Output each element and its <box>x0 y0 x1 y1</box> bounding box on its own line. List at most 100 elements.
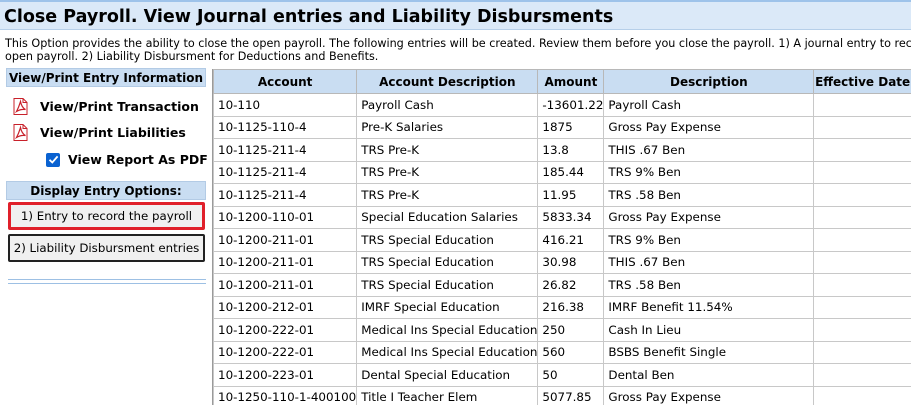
account-cell: 10-1125-211-4 <box>213 160 358 184</box>
table-row[interactable]: 10-1125-110-4 Pre-K Salaries 1875 Gross Pay… <box>213 115 911 139</box>
amount-cell: 560 <box>537 340 605 364</box>
description-cell: BSBS Benefit Single <box>603 340 815 364</box>
description-cell: TRS 9% Ben <box>603 228 815 252</box>
table-row[interactable]: 10-1200-211-01 TRS Special Education 416.2… <box>213 228 911 252</box>
amount-cell: -13601.22 <box>537 93 605 117</box>
amount-cell: 50 <box>537 363 605 387</box>
account-description-cell: Special Education Salaries <box>356 205 539 229</box>
liability-disbursment-entries-button[interactable]: 2) Liability Disbursment entries <box>8 234 205 262</box>
amount-cell: 1875 <box>537 115 605 139</box>
display-entry-options-header: Display Entry Options: <box>6 181 206 200</box>
description-cell: IMRF Benefit 11.54% <box>603 295 815 319</box>
effective-date-cell <box>813 363 911 387</box>
description-cell: TRS .58 Ben <box>603 273 815 297</box>
table-header-row: Account Account Description Amount Descr… <box>213 69 911 94</box>
account-cell: 10-1200-110-01 <box>213 205 358 229</box>
account-description-cell: Medical Ins Special Education <box>356 340 539 364</box>
column-header-account[interactable]: Account <box>213 69 358 94</box>
account-cell: 10-1200-211-01 <box>213 228 358 252</box>
description-cell: Payroll Cash <box>603 93 815 117</box>
amount-cell: 250 <box>537 318 605 342</box>
account-description-cell: Medical Ins Special Education <box>356 318 539 342</box>
description-cell: Gross Pay Expense <box>603 205 815 229</box>
account-description-cell: TRS Special Education <box>356 228 539 252</box>
effective-date-cell <box>813 138 911 162</box>
column-header-amount[interactable]: Amount <box>537 69 605 94</box>
table-row[interactable]: 10-1200-222-01 Medical Ins Special Educat… <box>213 318 911 342</box>
checkmark-icon <box>48 155 58 164</box>
effective-date-cell <box>813 273 911 297</box>
description-cell: TRS .58 Ben <box>603 183 815 207</box>
amount-cell: 13.8 <box>537 138 605 162</box>
account-cell: 10-1200-211-01 <box>213 273 358 297</box>
amount-cell: 5077.85 <box>537 385 605 405</box>
title-bar: Close Payroll. View Journal entries and … <box>0 0 911 30</box>
account-cell: 10-1200-212-01 <box>213 295 358 319</box>
sidebar: View/Print Entry Information View/Print … <box>6 68 208 284</box>
table-row[interactable]: 10-1200-211-01 TRS Special Education 30.98… <box>213 250 911 274</box>
pdf-icon <box>13 97 28 115</box>
account-cell: 10-110 <box>213 93 358 117</box>
view-print-liabilities-link[interactable]: View/Print Liabilities <box>13 122 186 142</box>
description-line-2: open payroll. 2) Liability Disbursment f… <box>5 50 379 63</box>
sidebar-divider <box>8 279 206 284</box>
pdf-icon <box>13 123 28 141</box>
effective-date-cell <box>813 228 911 252</box>
view-print-transaction-link[interactable]: View/Print Transaction <box>13 96 199 116</box>
effective-date-cell <box>813 160 911 184</box>
effective-date-cell <box>813 250 911 274</box>
column-header-effective-date[interactable]: Effective Date <box>813 69 911 94</box>
table-row[interactable]: 10-1200-222-01 Medical Ins Special Educat… <box>213 340 911 364</box>
table-row[interactable]: 10-1125-211-4 TRS Pre-K 13.8 THIS .67 Ben <box>213 138 911 162</box>
effective-date-cell <box>813 93 911 117</box>
table-body: 10-110 Payroll Cash -13601.22 Payroll Cash 1… <box>213 93 911 405</box>
effective-date-cell <box>813 318 911 342</box>
amount-cell: 26.82 <box>537 273 605 297</box>
description-cell: THIS .67 Ben <box>603 250 815 274</box>
account-cell: 10-1125-211-4 <box>213 138 358 162</box>
amount-cell: 5833.34 <box>537 205 605 229</box>
entry-record-payroll-button[interactable]: 1) Entry to record the payroll <box>8 202 205 230</box>
table-row[interactable]: 10-1200-223-01 Dental Special Education 50… <box>213 363 911 387</box>
table-row[interactable]: 10-1200-211-01 TRS Special Education 26.82… <box>213 273 911 297</box>
account-description-cell: Pre-K Salaries <box>356 115 539 139</box>
page-title: Close Payroll. View Journal entries and … <box>4 7 614 27</box>
journal-entries-table: Account Account Description Amount Descr… <box>213 69 911 405</box>
effective-date-cell <box>813 295 911 319</box>
view-print-liabilities-label: View/Print Liabilities <box>40 124 186 140</box>
journal-entries-grid: Account Account Description Amount Descr… <box>212 69 911 405</box>
description-cell: Cash In Lieu <box>603 318 815 342</box>
effective-date-cell <box>813 385 911 405</box>
column-header-account-description[interactable]: Account Description <box>356 69 539 94</box>
table-row[interactable]: 10-1200-212-01 IMRF Special Education 216.… <box>213 295 911 319</box>
account-cell: 10-1125-110-4 <box>213 115 358 139</box>
description-cell: THIS .67 Ben <box>603 138 815 162</box>
description-cell: Gross Pay Expense <box>603 115 815 139</box>
effective-date-cell <box>813 340 911 364</box>
table-row[interactable]: 10-110 Payroll Cash -13601.22 Payroll Cash <box>213 93 911 117</box>
view-print-transaction-label: View/Print Transaction <box>40 98 199 114</box>
column-header-description[interactable]: Description <box>603 69 815 94</box>
table-row[interactable]: 10-1125-211-4 TRS Pre-K 11.95 TRS .58 Ben <box>213 183 911 207</box>
account-cell: 10-1200-223-01 <box>213 363 358 387</box>
amount-cell: 216.38 <box>537 295 605 319</box>
account-description-cell: TRS Pre-K <box>356 138 539 162</box>
account-description-cell: TRS Pre-K <box>356 160 539 184</box>
view-as-pdf-option: View Report As PDF <box>46 152 208 167</box>
table-row[interactable]: 10-1200-110-01 Special Education Salaries… <box>213 205 911 229</box>
page-description: This Option provides the ability to clos… <box>5 37 911 65</box>
account-cell: 10-1250-110-1-400100 <box>213 385 358 405</box>
view-as-pdf-label: View Report As PDF <box>68 152 208 167</box>
effective-date-cell <box>813 205 911 229</box>
amount-cell: 416.21 <box>537 228 605 252</box>
account-cell: 10-1125-211-4 <box>213 183 358 207</box>
effective-date-cell <box>813 183 911 207</box>
view-as-pdf-checkbox[interactable] <box>46 152 60 167</box>
account-cell: 10-1200-211-01 <box>213 250 358 274</box>
table-row[interactable]: 10-1250-110-1-400100 Title I Teacher Elem… <box>213 385 911 405</box>
account-description-cell: Title I Teacher Elem <box>356 385 539 405</box>
table-row[interactable]: 10-1125-211-4 TRS Pre-K 185.44 TRS 9% Ben <box>213 160 911 184</box>
account-description-cell: TRS Pre-K <box>356 183 539 207</box>
account-cell: 10-1200-222-01 <box>213 340 358 364</box>
account-cell: 10-1200-222-01 <box>213 318 358 342</box>
